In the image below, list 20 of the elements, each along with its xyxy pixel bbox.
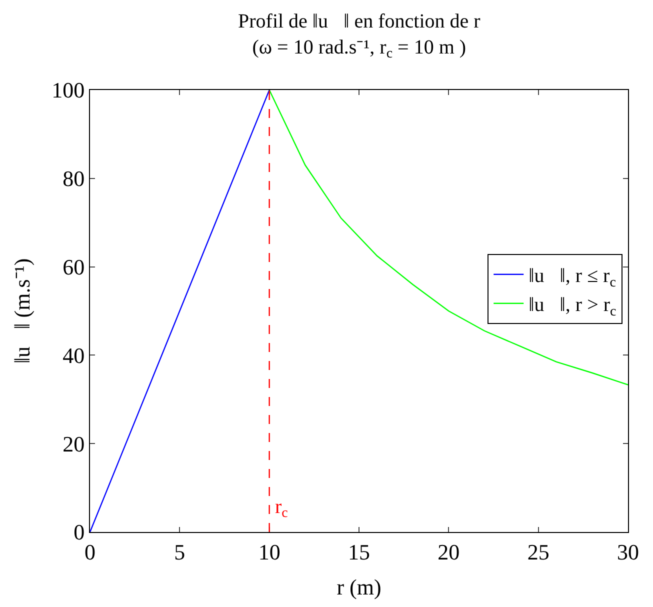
chart-subtitle: (ω = 10 rad.s⁻¹, r$_{c}$ = 10 m ) (252, 36, 466, 62)
y-tick-label: 80 (62, 166, 85, 192)
line-series (268, 90, 628, 386)
x-tick-label: 25 (527, 539, 550, 564)
x-tick-label: 30 (617, 539, 639, 564)
legend-label: ‖u⃗‖, r > r$_{c}$ (528, 294, 616, 320)
y-tick-label: 40 (62, 342, 85, 368)
x-tick-label: 15 (348, 539, 370, 564)
x-axis-title: r (m) (336, 574, 382, 600)
y-tick-label: 60 (62, 254, 85, 280)
y-axis-title: ‖u⃗‖ (m.s⁻¹) (9, 258, 34, 364)
y-tick-label: 100 (52, 78, 85, 103)
chart-title: Profil de ‖u⃗‖ en fonction de r (238, 10, 481, 32)
y-tick-label: 0 (74, 520, 85, 545)
x-tick-label: 5 (174, 539, 186, 564)
x-tick-label: 20 (438, 539, 460, 564)
y-tick-label: 20 (62, 431, 85, 456)
ref-line-label: r$_{c}$ (275, 496, 288, 522)
legend-label: ‖u⃗‖, r ≤ r$_{c}$ (528, 265, 616, 290)
x-tick-label: 10 (258, 539, 280, 564)
